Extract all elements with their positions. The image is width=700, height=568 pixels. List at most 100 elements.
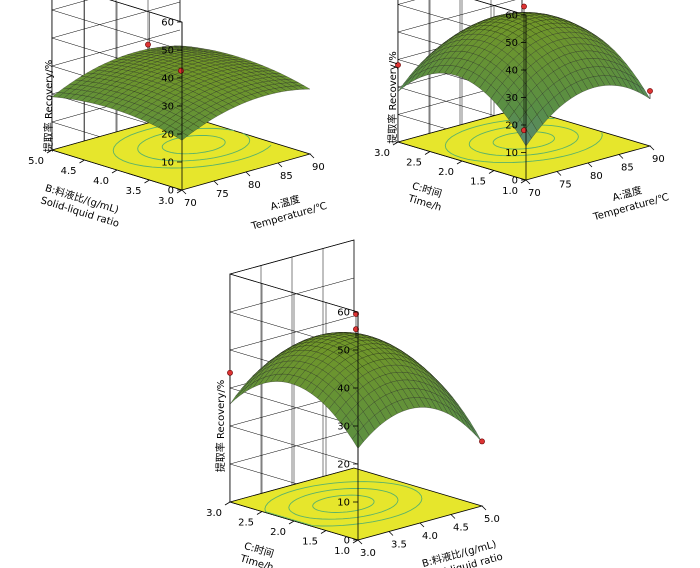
z-tick-label: 50 [161, 46, 174, 57]
design-point [178, 67, 184, 74]
surface-facet [464, 419, 477, 436]
b-tick-label: 2.0 [438, 167, 454, 178]
b-tick-label: 1.5 [302, 537, 318, 548]
b-tick-label: 1.0 [334, 546, 350, 557]
b-tick-label: 2.5 [238, 518, 254, 529]
a-tick-label: 70 [528, 188, 541, 199]
b-tick-label: 3.0 [374, 148, 390, 159]
b-tick-label: 5.0 [28, 156, 44, 167]
z-tick-label: 10 [505, 148, 518, 159]
design-point [395, 62, 401, 68]
z-tick-label: 10 [161, 158, 174, 169]
floor-contour [312, 494, 375, 513]
floor-contour [288, 487, 399, 520]
z-tick-label: 20 [161, 130, 174, 141]
b-tick-label: 4.5 [61, 166, 77, 177]
z-tick-label: 30 [505, 93, 518, 104]
z-tick-label: 0 [344, 536, 350, 547]
z-tick-label: 10 [337, 498, 350, 509]
b-tick-mark [488, 170, 495, 174]
b-tick-mark [176, 189, 183, 194]
a-tick-label: 85 [621, 163, 634, 174]
z-axis-label: 提取率 Recovery/% [386, 51, 399, 143]
z-gridline [109, 0, 183, 23]
b-tick-mark [256, 511, 263, 515]
floor-contour [161, 134, 226, 155]
b-tick-mark [79, 159, 85, 164]
a-tick-mark [587, 162, 593, 168]
z-gridline [229, 239, 359, 313]
design-point [521, 3, 527, 10]
floor-contour [112, 121, 272, 169]
b-tick-mark [352, 539, 359, 544]
z-gridline [474, 0, 527, 16]
z-tick-label: 30 [161, 102, 174, 113]
chart-panel-top-left: 0 10 20 30 40 50 60 提取率 Recovery/% 70 75 80 85 90 3.0… [28, 0, 328, 233]
chart-panel-bottom: 0 10 20 30 40 50 60 提取率 Recovery/% 3.0 3.5 4.0 4.5 5… [206, 239, 504, 568]
b-tick-label: 3.0 [206, 508, 222, 519]
a-tick-mark [245, 171, 251, 177]
a-tick-mark [309, 153, 315, 159]
a-tick-mark [181, 189, 187, 195]
b-tick-label: 1.5 [470, 177, 486, 188]
b-tick-mark [224, 501, 231, 506]
z-tick-label: 0 [512, 176, 518, 187]
design-point [521, 127, 527, 134]
z-gridline [51, 0, 183, 51]
z-tick-label: 0 [168, 186, 174, 197]
design-point [479, 438, 485, 445]
z-tick-label: 40 [505, 66, 518, 77]
z-axis-label: 提取率 Recovery/% [42, 60, 55, 152]
a-tick-label: 90 [312, 162, 325, 173]
design-point [353, 311, 359, 317]
z-tick-label: 40 [161, 74, 174, 85]
b-tick-label: 3.0 [158, 196, 174, 207]
b-tick-mark [520, 179, 527, 184]
surface-facet [297, 85, 311, 90]
a-tick-mark [388, 531, 394, 536]
b-tick-mark [144, 179, 150, 184]
a-tick-label: 75 [216, 189, 229, 200]
surface-facet [638, 85, 651, 100]
b-tick-mark [320, 530, 327, 534]
design-point [227, 369, 233, 376]
a-tick-label: 3.0 [360, 548, 376, 559]
a-tick-mark [649, 145, 655, 151]
b-tick-label: 2.5 [406, 158, 422, 169]
b-tick-mark [392, 141, 399, 146]
b-tick-mark [288, 520, 295, 525]
b-tick-mark [46, 149, 53, 154]
a-tick-mark [556, 171, 562, 176]
z-tick-label: 20 [505, 121, 518, 132]
a-tick-label: 80 [248, 180, 261, 191]
b-tick-mark [111, 169, 118, 174]
a-tick-label: 4.5 [453, 523, 469, 534]
floor-plane [228, 467, 484, 541]
a-tick-mark [357, 539, 363, 545]
design-point [647, 88, 653, 94]
z-tick-label: 60 [505, 11, 518, 22]
z-tick-label: 60 [161, 18, 174, 29]
a-tick-label: 85 [280, 171, 293, 182]
a-tick-mark [419, 522, 425, 528]
a-tick-mark [481, 505, 487, 511]
b-tick-label: 3.5 [126, 186, 142, 197]
a-tick-mark [450, 514, 456, 519]
z-axis-label: 提取率 Recovery/% [214, 380, 227, 472]
a-tick-label: 80 [590, 171, 603, 182]
a-tick-label: 90 [652, 154, 665, 165]
b-tick-mark [424, 151, 431, 155]
a-tick-mark [618, 154, 624, 159]
z-tick-label: 50 [337, 346, 350, 357]
floor-contour [264, 481, 423, 527]
b-tick-label: 1.0 [502, 186, 518, 197]
response-surface [397, 12, 651, 147]
a-tick-mark [213, 180, 219, 186]
floor-contour [444, 117, 603, 164]
a-tick-label: 5.0 [484, 514, 500, 525]
a-tick-mark [525, 179, 531, 185]
z-gridline [229, 391, 359, 465]
a-tick-label: 3.5 [391, 540, 407, 551]
